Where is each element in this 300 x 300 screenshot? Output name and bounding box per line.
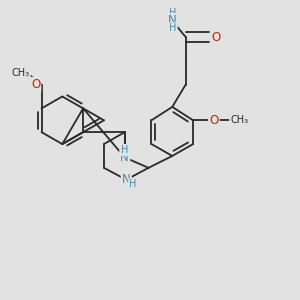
Text: H: H: [121, 145, 128, 155]
Text: H: H: [129, 179, 136, 189]
Text: N: N: [122, 173, 130, 186]
Text: CH₃: CH₃: [12, 68, 30, 78]
Text: N: N: [120, 151, 129, 164]
Text: CH₃: CH₃: [230, 115, 248, 125]
Text: O: O: [212, 31, 220, 44]
Text: N: N: [168, 14, 177, 27]
Text: H: H: [169, 8, 176, 18]
Text: O: O: [31, 78, 40, 91]
Text: O: O: [209, 114, 218, 127]
Text: H: H: [169, 23, 176, 33]
